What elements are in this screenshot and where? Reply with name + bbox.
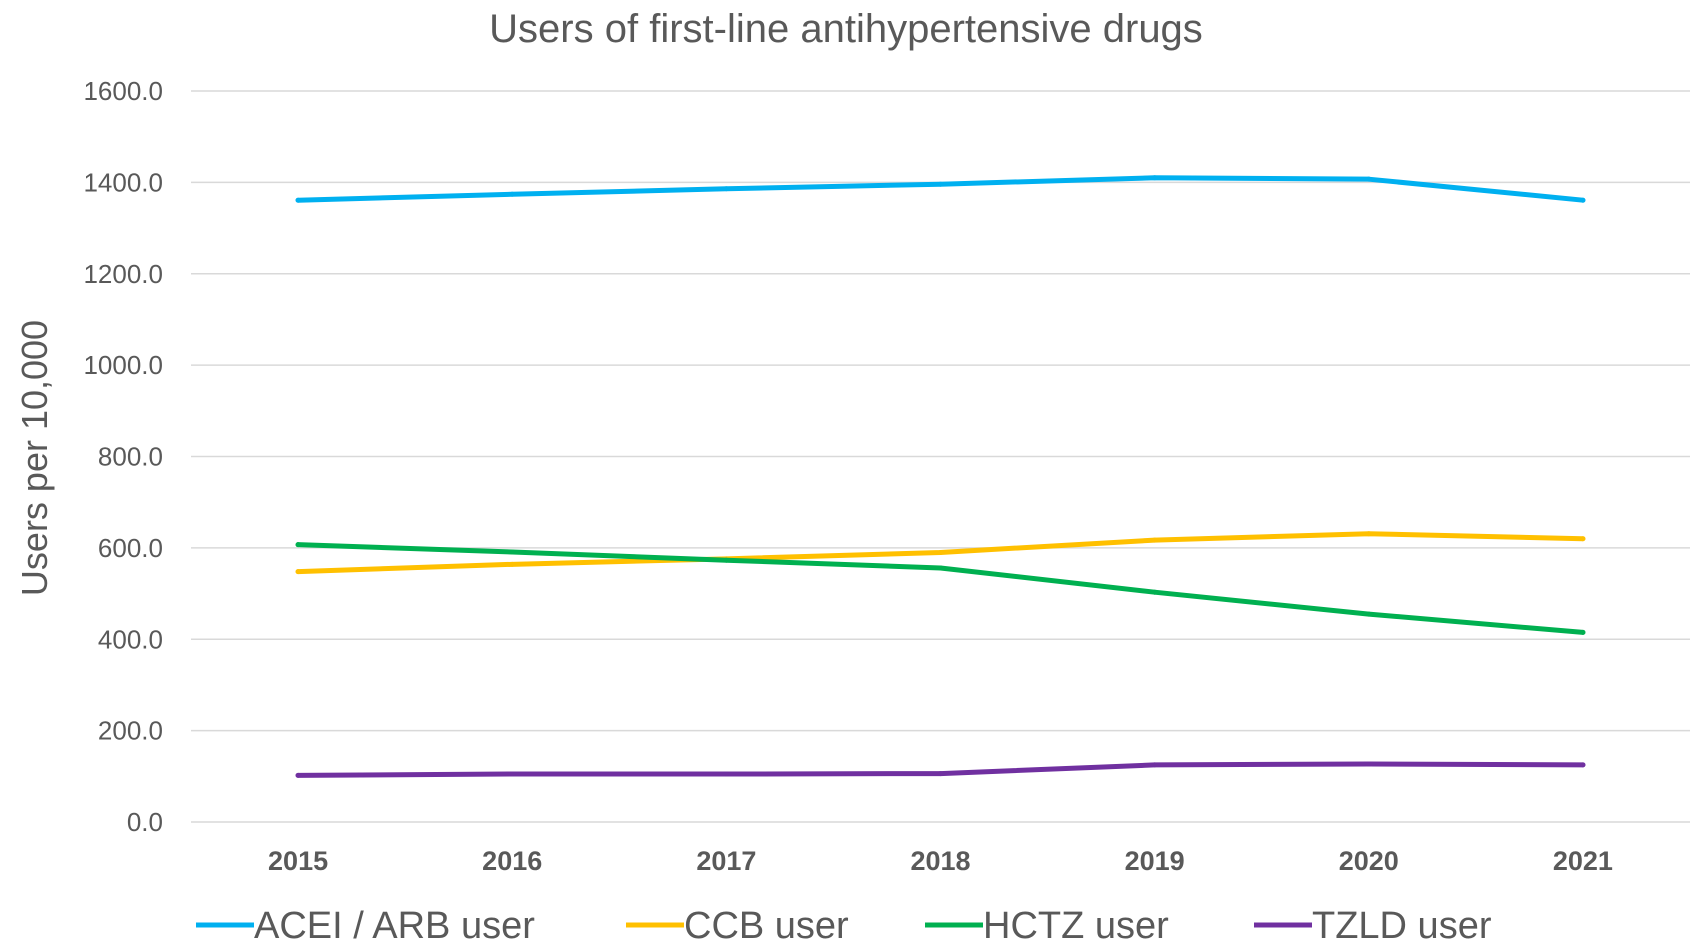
legend-item: ACEI / ARB user <box>196 905 535 940</box>
data-point <box>938 181 943 187</box>
data-point <box>723 771 729 777</box>
y-tick-label: 1600.0 <box>83 76 163 106</box>
data-point <box>295 542 301 548</box>
x-tick-label: 2019 <box>1125 846 1185 876</box>
data-point <box>723 557 729 563</box>
data-point <box>509 561 515 567</box>
series-2 <box>295 542 1586 635</box>
data-point <box>1152 762 1158 768</box>
data-point <box>1580 762 1586 768</box>
data-point <box>1580 197 1586 203</box>
data-point <box>1152 175 1158 181</box>
y-tick-label: 200.0 <box>98 716 163 746</box>
y-axis-ticks: 0.0 200.0 400.0 600.0 800.0 1000.0 1200.0 1400.… <box>83 76 163 837</box>
data-point <box>723 186 729 192</box>
x-tick-label: 2017 <box>696 846 756 876</box>
y-tick-label: 400.0 <box>98 624 163 654</box>
legend-label: HCTZ user <box>983 905 1169 940</box>
chart-title: Users of first-line antihypertensive dru… <box>489 7 1203 51</box>
y-tick-label: 600.0 <box>98 533 163 563</box>
legend-item: CCB user <box>626 905 849 940</box>
x-axis-ticks: 2015 2016 2017 2018 2019 2020 2021 <box>268 846 1613 876</box>
data-point <box>509 771 515 777</box>
series-line <box>295 542 1586 635</box>
data-point <box>295 772 301 778</box>
data-point <box>1366 611 1372 617</box>
legend-item: HCTZ user <box>925 905 1169 940</box>
gridlines <box>191 90 1690 823</box>
x-tick-label: 2020 <box>1339 846 1399 876</box>
data-point <box>938 549 943 555</box>
data-point <box>509 549 515 555</box>
x-tick-label: 2018 <box>910 846 970 876</box>
legend-label: TZLD user <box>1312 905 1492 940</box>
data-point <box>295 569 301 575</box>
y-tick-label: 0.0 <box>127 807 163 837</box>
x-tick-label: 2021 <box>1553 846 1613 876</box>
data-point <box>295 197 301 203</box>
data-point <box>1152 537 1158 543</box>
legend-item: TZLD user <box>1254 905 1492 940</box>
y-tick-label: 1400.0 <box>83 167 163 197</box>
y-tick-label: 800.0 <box>98 442 163 472</box>
series-line <box>295 175 1586 203</box>
series-lines <box>295 175 1586 778</box>
data-point <box>1152 589 1158 595</box>
y-axis-label: Users per 10,000 <box>14 320 55 596</box>
data-point <box>1366 761 1372 767</box>
series-0 <box>295 175 1586 203</box>
x-tick-label: 2016 <box>482 846 542 876</box>
legend: ACEI / ARB user CCB user HCTZ user TZLD use… <box>196 905 1492 940</box>
x-tick-label: 2015 <box>268 846 328 876</box>
data-point <box>938 771 943 777</box>
data-point <box>1580 536 1586 542</box>
data-point <box>1580 629 1586 635</box>
y-tick-label: 1200.0 <box>83 259 163 289</box>
data-point <box>1366 176 1372 182</box>
legend-label: ACEI / ARB user <box>254 905 535 940</box>
data-point <box>1366 531 1372 537</box>
series-3 <box>295 761 1586 778</box>
legend-label: CCB user <box>684 905 849 940</box>
data-point <box>938 565 943 571</box>
data-point <box>509 191 515 197</box>
y-tick-label: 1000.0 <box>83 350 163 380</box>
